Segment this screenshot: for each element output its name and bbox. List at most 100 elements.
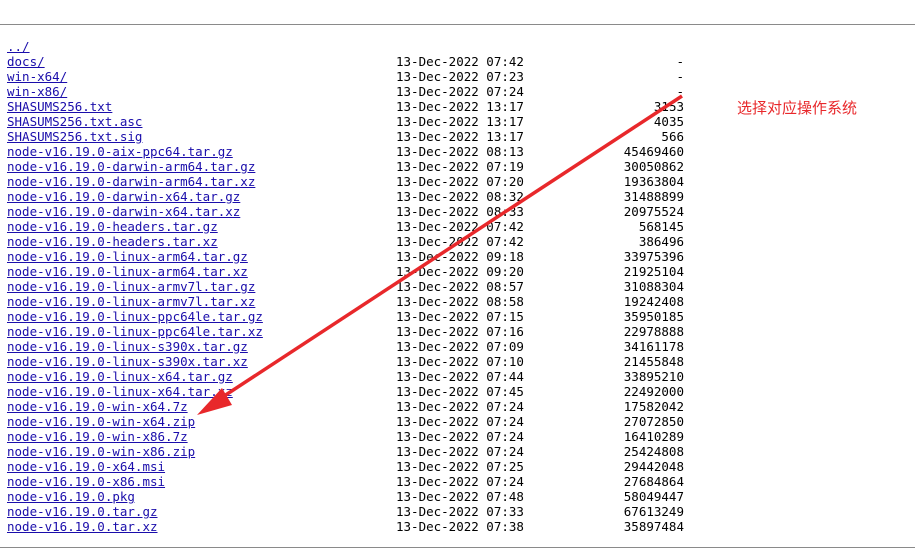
file-date: 13-Dec-2022 07:45 [396,384,524,399]
file-row: node-v16.19.0-x64.msi 13-Dec-2022 07:25 29… [7,459,687,474]
file-row: node-v16.19.0-linux-armv7l.tar.gz 13-Dec-… [7,279,687,294]
file-link[interactable]: node-v16.19.0-x64.msi [7,459,166,474]
file-link[interactable]: win-x86/ [7,84,68,99]
file-date: 13-Dec-2022 09:18 [396,249,524,264]
file-link[interactable]: node-v16.19.0-headers.tar.gz [7,219,218,234]
file-row: node-v16.19.0.tar.gz 13-Dec-2022 07:33 676… [7,504,687,519]
file-row: node-v16.19.0-darwin-x64.tar.gz 13-Dec-20… [7,189,687,204]
file-size: 386496 [638,234,684,249]
file-date: 13-Dec-2022 08:13 [396,144,524,159]
file-date: 13-Dec-2022 13:17 [396,129,524,144]
file-link[interactable]: node-v16.19.0-darwin-x64.tar.gz [7,189,241,204]
file-size: 30050862 [623,159,684,174]
file-link[interactable]: node-v16.19.0-win-x86.zip [7,444,196,459]
file-size: 19242408 [623,294,684,309]
file-link[interactable]: node-v16.19.0-aix-ppc64.tar.gz [7,144,233,159]
file-date: 13-Dec-2022 13:17 [396,99,524,114]
file-link[interactable]: node-v16.19.0-linux-ppc64le.tar.xz [7,324,263,339]
file-row: SHASUMS256.txt 13-Dec-2022 13:17 3153 [7,99,687,114]
file-row: node-v16.19.0-linux-arm64.tar.gz 13-Dec-2… [7,249,687,264]
file-row: node-v16.19.0-win-x86.7z 13-Dec-2022 07:2… [7,429,687,444]
file-link[interactable]: node-v16.19.0.tar.gz [7,504,158,519]
file-size: 16410289 [623,429,684,444]
file-size: 31088304 [623,279,684,294]
file-size: 21925104 [623,264,684,279]
file-link[interactable]: node-v16.19.0-linux-armv7l.tar.xz [7,294,256,309]
file-link[interactable]: node-v16.19.0-x86.msi [7,474,166,489]
file-size: - [676,84,684,99]
file-link[interactable]: node-v16.19.0-linux-armv7l.tar.gz [7,279,256,294]
file-size: 58049447 [623,489,684,504]
file-link[interactable]: node-v16.19.0-win-x64.7z [7,399,188,414]
file-date: 13-Dec-2022 07:24 [396,84,524,99]
annotation-label: 选择对应操作系统 [737,99,858,117]
file-size: - [676,69,684,84]
file-link[interactable]: SHASUMS256.txt.sig [7,129,143,144]
file-link[interactable]: node-v16.19.0-win-x86.7z [7,429,188,444]
file-link[interactable]: node-v16.19.0.tar.xz [7,519,158,534]
file-date: 13-Dec-2022 07:15 [396,309,524,324]
file-size: 4035 [653,114,684,129]
parent-directory-link[interactable]: ../ [7,39,30,54]
file-size: 35950185 [623,309,684,324]
file-size: 25424808 [623,444,684,459]
file-link[interactable]: node-v16.19.0-darwin-arm64.tar.xz [7,174,256,189]
file-row: node-v16.19.0-aix-ppc64.tar.gz 13-Dec-202… [7,144,687,159]
file-link[interactable]: SHASUMS256.txt.asc [7,114,143,129]
file-size: 3153 [653,99,684,114]
file-size: 22492000 [623,384,684,399]
file-date: 13-Dec-2022 08:33 [396,204,524,219]
file-link[interactable]: node-v16.19.0-linux-x64.tar.gz [7,369,233,384]
file-link[interactable]: node-v16.19.0-linux-arm64.tar.gz [7,249,248,264]
file-row: node-v16.19.0-win-x64.zip 13-Dec-2022 07:… [7,414,687,429]
file-size: 17582042 [623,399,684,414]
file-row: node-v16.19.0-darwin-arm64.tar.gz 13-Dec-… [7,159,687,174]
file-size: 22978888 [623,324,684,339]
file-size: 67613249 [623,504,684,519]
file-date: 13-Dec-2022 13:17 [396,114,524,129]
file-row: node-v16.19.0-linux-x64.tar.xz 13-Dec-202… [7,384,687,399]
file-date: 13-Dec-2022 07:10 [396,354,524,369]
file-size: 35897484 [623,519,684,534]
file-size: 45469460 [623,144,684,159]
file-date: 13-Dec-2022 08:57 [396,279,524,294]
file-size: 27684864 [623,474,684,489]
file-date: 13-Dec-2022 07:24 [396,444,524,459]
file-row: node-v16.19.0-linux-s390x.tar.gz 13-Dec-2… [7,339,687,354]
file-listing: ../ docs/13-Dec-2022 07:42- win-x64/13-De… [7,39,687,534]
file-link[interactable]: win-x64/ [7,69,68,84]
file-date: 13-Dec-2022 07:24 [396,399,524,414]
file-date: 13-Dec-2022 07:42 [396,219,524,234]
file-size: 568145 [638,219,684,234]
file-date: 13-Dec-2022 07:09 [396,339,524,354]
file-size: 19363804 [623,174,684,189]
file-date: 13-Dec-2022 07:25 [396,459,524,474]
file-link[interactable]: node-v16.19.0-linux-s390x.tar.xz [7,354,248,369]
file-link[interactable]: node-v16.19.0-headers.tar.xz [7,234,218,249]
file-link[interactable]: node-v16.19.0-linux-x64.tar.xz [7,384,233,399]
file-link[interactable]: node-v16.19.0-darwin-x64.tar.xz [7,204,241,219]
file-link[interactable]: node-v16.19.0-linux-arm64.tar.xz [7,264,248,279]
file-row: node-v16.19.0-win-x86.zip 13-Dec-2022 07:… [7,444,687,459]
file-link[interactable]: SHASUMS256.txt [7,99,113,114]
file-link[interactable]: node-v16.19.0-linux-s390x.tar.gz [7,339,248,354]
file-link[interactable]: node-v16.19.0-win-x64.zip [7,414,196,429]
file-date: 13-Dec-2022 07:24 [396,414,524,429]
file-row: docs/13-Dec-2022 07:42 - [7,54,687,69]
file-size: 21455848 [623,354,684,369]
file-row: node-v16.19.0-darwin-arm64.tar.xz 13-Dec-… [7,174,687,189]
file-link[interactable]: node-v16.19.0-linux-ppc64le.tar.gz [7,309,263,324]
file-link[interactable]: node-v16.19.0.pkg [7,489,135,504]
file-row: node-v16.19.0-linux-armv7l.tar.xz 13-Dec-… [7,294,687,309]
file-row: node-v16.19.0-headers.tar.gz 13-Dec-2022 … [7,219,687,234]
file-link[interactable]: node-v16.19.0-darwin-arm64.tar.gz [7,159,256,174]
file-size: 29442048 [623,459,684,474]
file-date: 13-Dec-2022 07:44 [396,369,524,384]
top-divider [0,24,915,25]
file-link[interactable]: docs/ [7,54,45,69]
bottom-divider [0,547,915,548]
file-date: 13-Dec-2022 07:19 [396,159,524,174]
file-size: 566 [661,129,684,144]
file-row: SHASUMS256.txt.asc 13-Dec-2022 13:17 4035 [7,114,687,129]
file-date: 13-Dec-2022 07:16 [396,324,524,339]
